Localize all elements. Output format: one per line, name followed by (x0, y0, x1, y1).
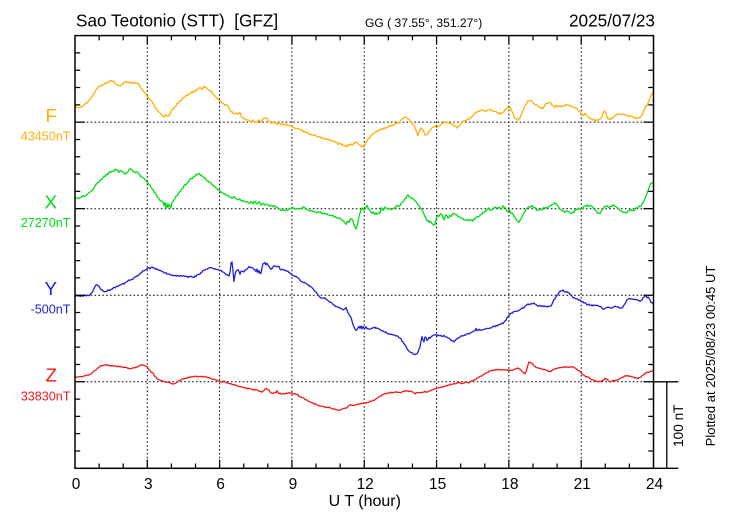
svg-text:12: 12 (357, 476, 374, 493)
svg-text:Y: Y (44, 278, 57, 299)
svg-text:Sao Teotonio (STT) [GFZ]: Sao Teotonio (STT) [GFZ] (76, 11, 278, 31)
svg-text:Plotted at 2025/08/23 00:45 UT: Plotted at 2025/08/23 00:45 UT (703, 266, 718, 447)
svg-text:21: 21 (574, 476, 591, 493)
svg-text:15: 15 (429, 476, 446, 493)
svg-text:100 nT: 100 nT (671, 405, 686, 447)
svg-text:F: F (46, 105, 57, 126)
svg-text:27270nT: 27270nT (21, 216, 71, 230)
svg-text:33830nT: 33830nT (21, 389, 71, 403)
svg-text:-500nT: -500nT (31, 303, 71, 317)
svg-text:9: 9 (289, 476, 298, 493)
svg-text:X: X (44, 192, 57, 213)
svg-text:24: 24 (646, 476, 664, 493)
svg-text:Z: Z (46, 365, 57, 386)
svg-text:43450nT: 43450nT (21, 130, 71, 144)
svg-text:GG ( 37.55°, 351.27°): GG ( 37.55°, 351.27°) (365, 16, 482, 30)
svg-text:2025/07/23: 2025/07/23 (569, 11, 655, 31)
svg-text:3: 3 (144, 476, 153, 493)
svg-text:0: 0 (72, 476, 81, 493)
svg-text:U T (hour): U T (hour) (329, 493, 401, 510)
svg-text:18: 18 (501, 476, 518, 493)
svg-text:6: 6 (216, 476, 225, 493)
